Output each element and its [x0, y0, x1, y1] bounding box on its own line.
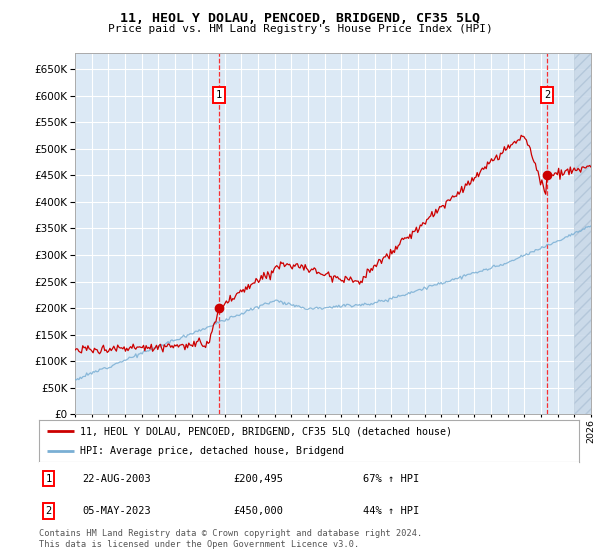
Text: 2: 2 — [46, 506, 52, 516]
Text: Price paid vs. HM Land Registry's House Price Index (HPI): Price paid vs. HM Land Registry's House … — [107, 24, 493, 34]
Text: 67% ↑ HPI: 67% ↑ HPI — [363, 474, 419, 484]
Text: £200,495: £200,495 — [233, 474, 283, 484]
Text: 44% ↑ HPI: 44% ↑ HPI — [363, 506, 419, 516]
Text: 1: 1 — [216, 90, 222, 100]
Bar — [574, 53, 591, 414]
Text: 1: 1 — [46, 474, 52, 484]
Text: Contains HM Land Registry data © Crown copyright and database right 2024.
This d: Contains HM Land Registry data © Crown c… — [39, 529, 422, 549]
Text: 2: 2 — [544, 90, 550, 100]
Text: 05-MAY-2023: 05-MAY-2023 — [82, 506, 151, 516]
Text: 22-AUG-2003: 22-AUG-2003 — [82, 474, 151, 484]
Text: 11, HEOL Y DOLAU, PENCOED, BRIDGEND, CF35 5LQ: 11, HEOL Y DOLAU, PENCOED, BRIDGEND, CF3… — [120, 12, 480, 25]
Text: HPI: Average price, detached house, Bridgend: HPI: Average price, detached house, Brid… — [79, 446, 343, 456]
Text: £450,000: £450,000 — [233, 506, 283, 516]
Text: 11, HEOL Y DOLAU, PENCOED, BRIDGEND, CF35 5LQ (detached house): 11, HEOL Y DOLAU, PENCOED, BRIDGEND, CF3… — [79, 426, 452, 436]
